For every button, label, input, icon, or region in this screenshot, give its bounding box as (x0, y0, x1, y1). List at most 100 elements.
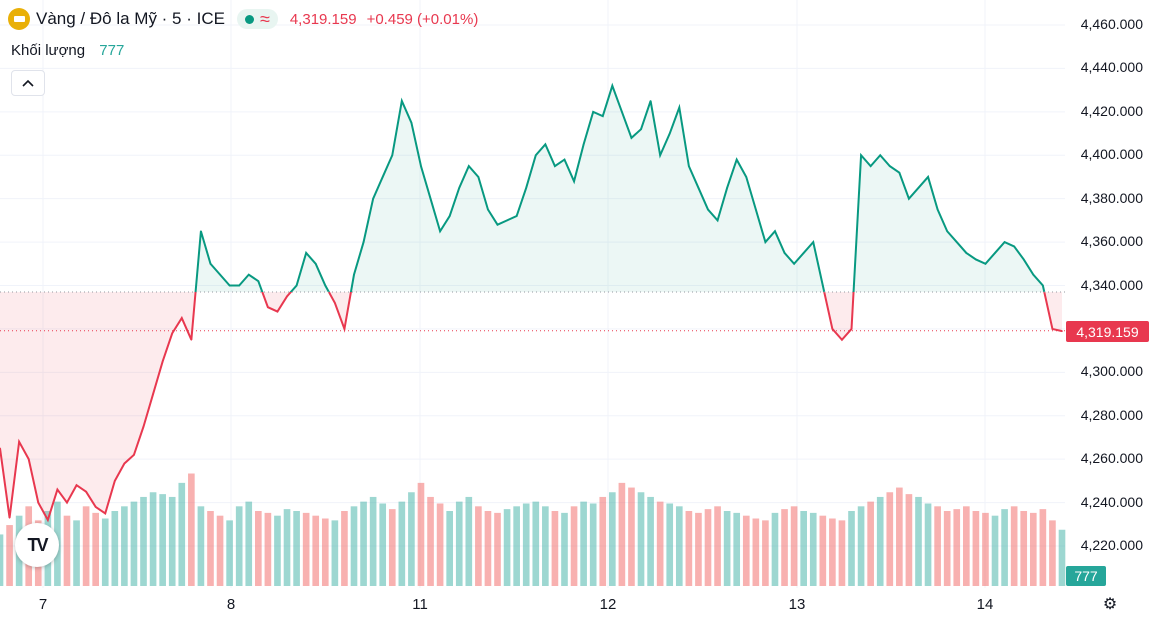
price-point (841, 338, 843, 341)
price-point (1032, 273, 1035, 276)
volume-bar (551, 511, 559, 586)
price-point (822, 284, 824, 287)
volume-bar (714, 506, 721, 586)
tradingview-logo[interactable]: TV (15, 523, 59, 567)
volume-bar (92, 512, 99, 586)
volume-bar (819, 515, 827, 586)
price-point (716, 219, 719, 222)
price-point (468, 165, 470, 167)
volume-bar (943, 511, 951, 586)
volume-label: Khối lượng (11, 42, 86, 59)
y-tick-label: 4,240.000 (1080, 493, 1143, 510)
volume-bar (809, 512, 817, 586)
price-point (47, 519, 49, 521)
x-tick-label: 13 (788, 596, 806, 613)
price-point (869, 165, 872, 167)
volume-bar (886, 492, 894, 586)
volume-bar (666, 503, 674, 586)
price-point (611, 84, 614, 87)
price-point (1051, 328, 1054, 330)
price-point (697, 187, 700, 189)
price-point (1042, 284, 1044, 287)
price-point (85, 490, 87, 493)
price-point (305, 252, 307, 254)
volume-bar (522, 503, 530, 586)
volume-bar (513, 506, 520, 586)
collapse-legend-button[interactable] (11, 70, 45, 96)
volume-bar (628, 487, 635, 586)
price-point (668, 132, 671, 135)
price-point (802, 252, 805, 254)
volume-bar (0, 534, 4, 586)
volume-bar (752, 518, 760, 586)
volume-bars (0, 473, 1066, 586)
volume-bar (130, 501, 138, 586)
y-tick-label: 4,440.000 (1080, 59, 1143, 76)
price-point (506, 219, 508, 222)
price-point (75, 484, 78, 487)
price-point (180, 317, 183, 319)
price-point (219, 273, 221, 276)
symbol-title[interactable]: Vàng / Đô la Mỹ · 5 · ICE (36, 9, 225, 28)
volume-bar (168, 496, 176, 586)
volume-bar (647, 496, 654, 586)
volume-bar (991, 515, 999, 586)
volume-bar (121, 506, 128, 586)
approx-icon: ≈ (259, 9, 270, 29)
price-point (362, 241, 365, 243)
settings-button[interactable]: ⚙ (1099, 593, 1121, 615)
volume-bar (867, 501, 874, 586)
volume-bar (321, 518, 329, 586)
volume-bar (465, 496, 473, 586)
volume-bar (723, 511, 731, 586)
price-point (955, 241, 958, 243)
volume-bar (982, 512, 989, 586)
volume-bar (207, 511, 214, 586)
price-point (850, 328, 853, 330)
volume-bar (1010, 506, 1018, 586)
price-point (439, 230, 441, 233)
volume-bar (800, 511, 807, 586)
volume-bar (857, 506, 865, 586)
volume-bar (1039, 509, 1047, 586)
volume-bar (264, 512, 272, 586)
volume-bar (178, 482, 186, 586)
y-tick-label: 4,340.000 (1080, 276, 1143, 293)
volume-bar (896, 487, 903, 586)
volume-bar (733, 512, 741, 586)
price-point (401, 100, 403, 102)
price-point (381, 176, 384, 178)
price-point (286, 295, 288, 298)
price-point (592, 111, 594, 113)
price-line (0, 82, 1063, 523)
volume-bar (149, 492, 157, 586)
volume-bar (675, 506, 683, 586)
volume-legend[interactable]: Khối lượng 777 (11, 42, 124, 59)
price-point (582, 143, 585, 146)
volume-bar (1020, 511, 1028, 586)
price-point (774, 230, 776, 233)
price-point (630, 137, 633, 139)
volume-bar (188, 473, 195, 586)
price-point (640, 128, 642, 130)
volume-bar (972, 511, 980, 586)
price-point (783, 252, 786, 254)
area-below-baseline (0, 292, 1062, 520)
volume-bar (685, 511, 693, 586)
price-point (458, 187, 461, 189)
volume-bar (427, 496, 434, 586)
gear-icon: ⚙ (1102, 596, 1118, 613)
volume-bar (618, 482, 626, 586)
price-point (104, 512, 107, 515)
price-point (831, 328, 834, 330)
volume-bar (398, 501, 406, 586)
price-point (171, 332, 174, 335)
volume-bar (829, 518, 836, 586)
volume-bar (475, 506, 482, 586)
market-status[interactable]: ≈ (236, 9, 278, 29)
price-point (18, 441, 20, 443)
price-point (659, 154, 661, 157)
volume-bar (589, 503, 597, 586)
price-point (946, 230, 948, 233)
